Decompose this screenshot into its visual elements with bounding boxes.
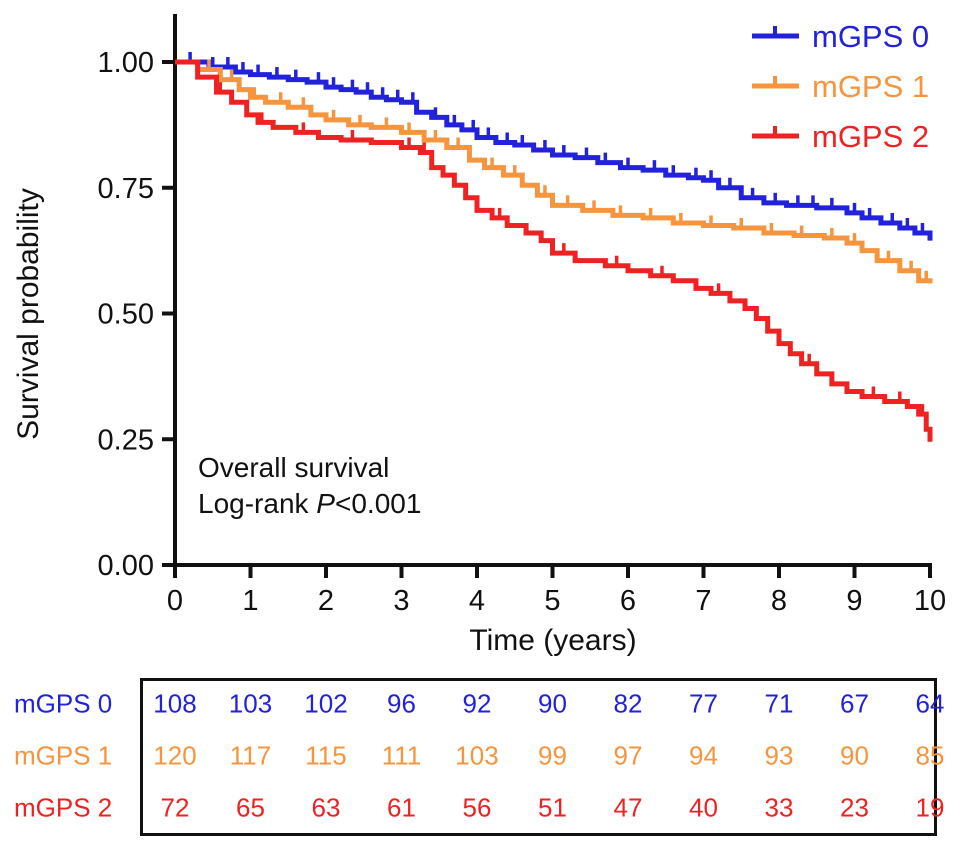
risk-count: 64 <box>915 688 945 719</box>
risk-count: 40 <box>689 792 718 823</box>
x-tick-label: 0 <box>167 585 183 617</box>
risk-count: 63 <box>311 792 341 823</box>
risk-count: 90 <box>538 688 567 719</box>
x-tick-label: 2 <box>318 585 334 617</box>
annotation-line-1: Overall survival <box>198 452 389 483</box>
km-step-line <box>175 59 933 241</box>
risk-count: 117 <box>229 740 272 771</box>
x-tick-label: 10 <box>914 585 946 617</box>
x-tick-label: 9 <box>846 585 862 617</box>
legend: mGPS 0 mGPS 1 mGPS 2 <box>752 19 929 154</box>
risk-count: 82 <box>613 688 643 719</box>
x-tick-label: 5 <box>544 585 560 617</box>
survival-curve-mgps0 <box>175 52 933 241</box>
survival-curve-mgps2 <box>175 59 933 442</box>
y-axis-label: Survival probability <box>12 188 45 440</box>
risk-count: 23 <box>840 792 869 823</box>
x-axis-label: Time (years) <box>469 624 636 657</box>
x-tick-label: 7 <box>695 585 711 617</box>
risk-count: 72 <box>160 792 190 823</box>
km-chart: 0.00 0.25 0.50 0.75 1.00 0 1 2 3 4 5 6 7 8 9 10 Survival… <box>12 14 946 657</box>
risk-count: 61 <box>387 792 416 823</box>
risk-count: 90 <box>840 740 869 771</box>
risk-count: 33 <box>764 792 794 823</box>
risk-count: 19 <box>915 792 945 823</box>
x-tick-label: 1 <box>242 585 258 617</box>
axes: 0.00 0.25 0.50 0.75 1.00 0 1 2 3 4 5 6 7 8 9 10 <box>98 14 946 617</box>
risk-count: 56 <box>462 792 492 823</box>
x-tick-label: 4 <box>469 585 485 617</box>
survival-curve-mgps1 <box>175 59 933 284</box>
risk-count: 92 <box>462 688 492 719</box>
risk-count: 51 <box>538 792 567 823</box>
risk-count: 108 <box>153 688 197 719</box>
x-tick-label: 8 <box>771 585 787 617</box>
risk-count: 47 <box>613 792 643 823</box>
legend-label: mGPS 1 <box>812 69 929 104</box>
km-step-line <box>175 59 933 442</box>
risk-count: 67 <box>840 688 869 719</box>
risk-count: 77 <box>689 688 718 719</box>
risk-count: 85 <box>915 740 945 771</box>
risk-count: 94 <box>689 740 718 771</box>
risk-count: 93 <box>764 740 794 771</box>
annotation-line-2: Log-rank P<0.001 <box>198 488 421 519</box>
risk-count: 103 <box>455 740 499 771</box>
risk-count: 96 <box>387 688 416 719</box>
legend-item-mgps1: mGPS 1 <box>752 69 929 104</box>
risk-count: 103 <box>228 688 273 719</box>
x-tick-label: 6 <box>620 585 636 617</box>
risk-count: 99 <box>538 740 567 771</box>
annotation: Overall survival Log-rank P<0.001 <box>198 452 421 519</box>
risk-row-label-mgps2: mGPS 2 <box>14 792 113 823</box>
risk-count: 102 <box>304 688 348 719</box>
legend-item-mgps0: mGPS 0 <box>752 19 929 54</box>
y-tick-label: 1.00 <box>98 47 154 79</box>
risk-row-label-mgps1: mGPS 1 <box>14 740 113 771</box>
y-tick-label: 0.75 <box>98 173 154 205</box>
legend-label: mGPS 2 <box>812 119 929 154</box>
risk-count: 71 <box>764 688 794 719</box>
risk-row-label-mgps0: mGPS 0 <box>14 688 113 719</box>
risk-count: 97 <box>613 740 643 771</box>
legend-item-mgps2: mGPS 2 <box>752 119 929 154</box>
risk-count: 120 <box>153 740 197 771</box>
risk-count: 111 <box>381 740 422 771</box>
km-step-line <box>175 59 933 284</box>
y-tick-label: 0.50 <box>98 299 154 331</box>
y-tick-label: 0.25 <box>98 424 154 456</box>
y-tick-label: 0.00 <box>98 550 154 582</box>
risk-count: 65 <box>236 792 265 823</box>
legend-label: mGPS 0 <box>812 19 929 54</box>
x-tick-label: 3 <box>393 585 409 617</box>
risk-table <box>140 678 937 836</box>
risk-count: 115 <box>305 740 347 771</box>
